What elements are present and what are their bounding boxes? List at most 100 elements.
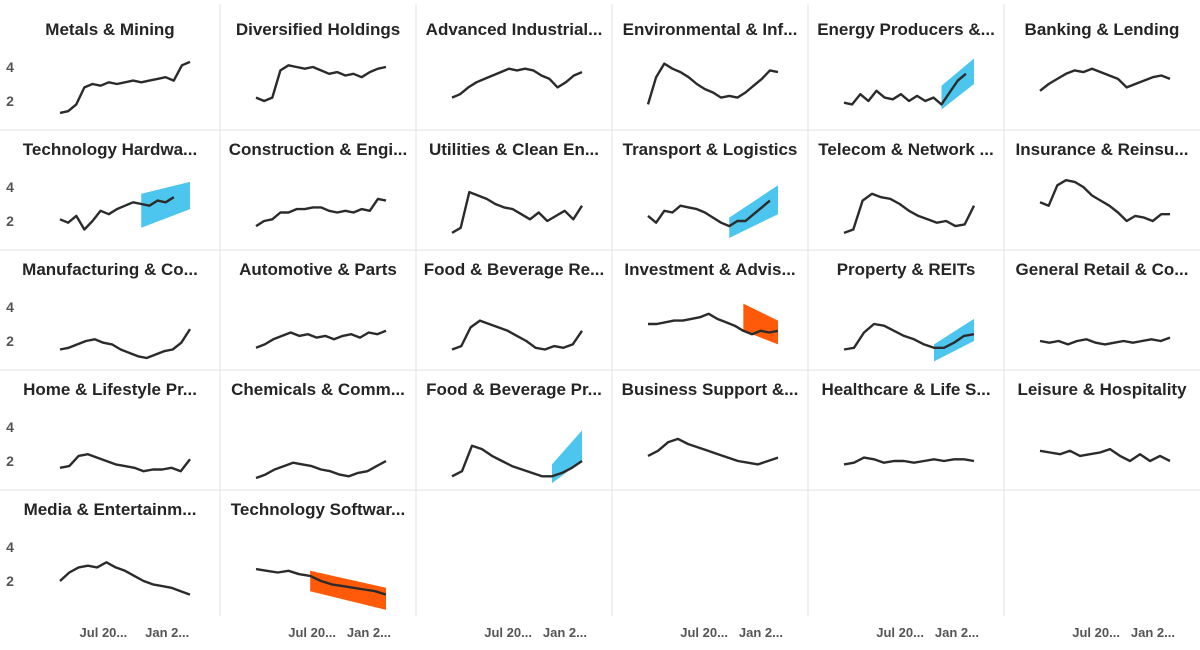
forecast-band bbox=[743, 303, 778, 345]
x-tick-label: Jul 20... bbox=[680, 625, 728, 640]
panel: Media & Entertainm... bbox=[24, 500, 197, 596]
y-tick-label: 2 bbox=[6, 453, 14, 469]
x-tick-label: Jul 20... bbox=[80, 625, 128, 640]
panel-title: Advanced Industrial... bbox=[426, 20, 603, 39]
panel: Food & Beverage Re... bbox=[424, 260, 604, 351]
forecast-band bbox=[141, 181, 190, 228]
panel: Insurance & Reinsu... bbox=[1016, 140, 1189, 223]
x-tick-label: Jan 2... bbox=[739, 625, 783, 640]
series-line bbox=[646, 62, 779, 105]
forecast-band bbox=[552, 430, 582, 484]
forecast-band bbox=[934, 318, 974, 362]
series-line bbox=[648, 312, 779, 336]
panel-title: Investment & Advis... bbox=[624, 260, 795, 279]
panel: Home & Lifestyle Pr... bbox=[23, 380, 197, 473]
series-line bbox=[843, 456, 975, 466]
x-tick-label: Jul 20... bbox=[876, 625, 924, 640]
panel: Property & REITs bbox=[837, 260, 976, 362]
y-tick-label: 2 bbox=[6, 213, 14, 229]
panel: Utilities & Clean En... bbox=[429, 140, 599, 234]
panel-title: Food & Beverage Re... bbox=[424, 260, 604, 279]
panel: Diversified Holdings bbox=[236, 20, 400, 103]
series-line bbox=[451, 319, 583, 351]
series-line bbox=[647, 437, 779, 466]
panel-title: Environmental & Inf... bbox=[623, 20, 798, 39]
panel: Construction & Engi... bbox=[229, 140, 408, 228]
forecast-band bbox=[310, 570, 386, 610]
panel-title: Metals & Mining bbox=[45, 20, 174, 39]
forecast-band bbox=[729, 185, 778, 238]
x-tick-label: Jan 2... bbox=[1131, 625, 1175, 640]
series-line bbox=[1039, 179, 1170, 223]
panel: Investment & Advis... bbox=[624, 260, 796, 345]
panel-title: Leisure & Hospitality bbox=[1017, 380, 1187, 399]
x-tick-label: Jan 2... bbox=[145, 625, 189, 640]
panel-title: Energy Producers &... bbox=[817, 20, 995, 39]
series-line bbox=[255, 329, 387, 349]
y-tick-label: 4 bbox=[6, 539, 14, 555]
panel-title: Food & Beverage Pr... bbox=[426, 380, 602, 399]
y-tick-label: 2 bbox=[6, 573, 14, 589]
panel: Manufacturing & Co... bbox=[22, 260, 198, 360]
series-line bbox=[59, 453, 191, 473]
panel-title: General Retail & Co... bbox=[1016, 260, 1189, 279]
y-tick-label: 4 bbox=[6, 299, 14, 315]
x-tick-label: Jan 2... bbox=[347, 625, 391, 640]
panel-title: Healthcare & Life S... bbox=[821, 380, 990, 399]
panel: Transport & Logistics bbox=[623, 140, 798, 238]
panel-title: Diversified Holdings bbox=[236, 20, 400, 39]
series-line bbox=[451, 190, 584, 234]
panel-title: Telecom & Network ... bbox=[818, 140, 993, 159]
panel-title: Construction & Engi... bbox=[229, 140, 408, 159]
panel-title: Home & Lifestyle Pr... bbox=[23, 380, 197, 399]
series-line bbox=[843, 322, 975, 351]
panel: Business Support &... bbox=[622, 380, 799, 466]
panel: Banking & Lending bbox=[1025, 20, 1180, 92]
panel: Metals & Mining bbox=[45, 20, 191, 115]
x-tick-label: Jan 2... bbox=[935, 625, 979, 640]
panel-title: Property & REITs bbox=[837, 260, 976, 279]
series-line bbox=[59, 561, 191, 596]
panel: General Retail & Co... bbox=[1016, 260, 1189, 346]
panel-title: Technology Softwar... bbox=[231, 500, 405, 519]
series-line bbox=[647, 199, 771, 228]
y-tick-label: 4 bbox=[6, 419, 14, 435]
panel: Leisure & Hospitality bbox=[1017, 380, 1187, 463]
series-line bbox=[1039, 67, 1171, 92]
series-line bbox=[1039, 336, 1171, 346]
panel: Technology Softwar... bbox=[231, 500, 405, 610]
panel: Food & Beverage Pr... bbox=[426, 380, 602, 484]
panel: Chemicals & Comm... bbox=[231, 380, 405, 480]
series-line bbox=[1039, 447, 1171, 463]
panel: Technology Hardwa... bbox=[23, 140, 197, 231]
x-tick-label: Jul 20... bbox=[1072, 625, 1120, 640]
y-tick-label: 2 bbox=[6, 93, 14, 109]
panel-title: Banking & Lending bbox=[1025, 20, 1180, 39]
panel: Telecom & Network ... bbox=[818, 140, 994, 235]
panel-title: Transport & Logistics bbox=[623, 140, 798, 159]
panel-title: Technology Hardwa... bbox=[23, 140, 197, 159]
panel-title: Utilities & Clean En... bbox=[429, 140, 599, 159]
panel: Automotive & Parts bbox=[239, 260, 397, 349]
panel-title: Chemicals & Comm... bbox=[231, 380, 405, 399]
panel: Environmental & Inf... bbox=[623, 20, 798, 105]
panel: Energy Producers &... bbox=[817, 20, 995, 110]
series-line bbox=[255, 64, 387, 103]
panel-title: Manufacturing & Co... bbox=[22, 260, 198, 279]
forecast-band bbox=[941, 58, 974, 110]
series-line bbox=[255, 567, 387, 596]
series-line bbox=[843, 192, 976, 235]
series-line bbox=[843, 72, 967, 106]
series-line bbox=[59, 196, 175, 231]
panel-title: Business Support &... bbox=[622, 380, 799, 399]
x-tick-label: Jan 2... bbox=[543, 625, 587, 640]
series-line bbox=[451, 67, 583, 99]
panel-title: Media & Entertainm... bbox=[24, 500, 197, 519]
panel-title: Automotive & Parts bbox=[239, 260, 397, 279]
x-tick-label: Jul 20... bbox=[484, 625, 532, 640]
series-line bbox=[59, 328, 192, 360]
series-line bbox=[451, 444, 583, 478]
panel-title: Insurance & Reinsu... bbox=[1016, 140, 1189, 159]
panel: Healthcare & Life S... bbox=[821, 380, 991, 466]
